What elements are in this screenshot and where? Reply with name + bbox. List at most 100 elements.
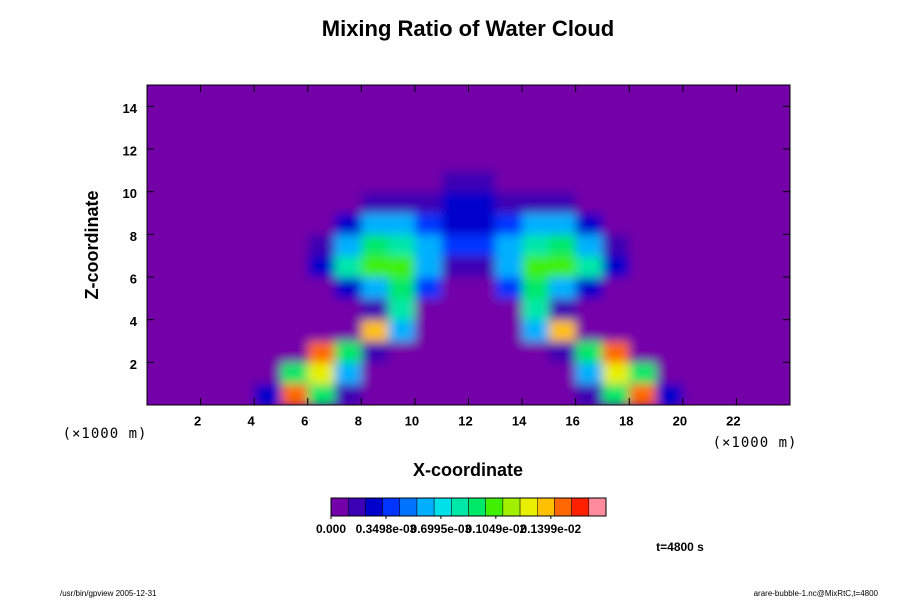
cell: [173, 127, 202, 150]
cell: [468, 213, 496, 235]
cell: [709, 383, 737, 405]
cell: [522, 149, 550, 171]
cell: [334, 127, 362, 150]
colorbar: 0.000 0.3498e-030.6995e-030.1049e-020.139…: [316, 497, 607, 536]
cell: [522, 277, 550, 299]
cell: [656, 85, 684, 107]
cell: [254, 191, 282, 214]
cell: [280, 106, 309, 129]
cell: [522, 255, 550, 278]
cell: [763, 170, 790, 193]
cell: [736, 85, 764, 107]
cell: [280, 319, 309, 342]
cell: [709, 85, 737, 107]
cell: [200, 213, 228, 235]
cell: [522, 191, 550, 214]
cell: [736, 149, 764, 171]
cell: [334, 255, 362, 278]
cell: [629, 85, 657, 107]
cells: [147, 85, 790, 405]
cell: [254, 170, 282, 193]
cell: [575, 191, 603, 214]
cell: [414, 106, 443, 129]
cell: [468, 127, 496, 150]
cell: [334, 213, 362, 235]
cell: [361, 170, 389, 193]
colorbar-tick-label: 0.000: [316, 522, 346, 536]
cell: [763, 149, 790, 171]
colorbar-swatch: [468, 497, 486, 517]
cell: [307, 383, 336, 405]
cell: [173, 85, 202, 107]
cell: [656, 362, 684, 385]
cell: [495, 383, 523, 405]
cell: [522, 234, 550, 257]
cell: [227, 127, 255, 150]
cell: [763, 362, 790, 385]
cell: [307, 85, 336, 107]
cell: [763, 298, 790, 321]
cell: [468, 341, 496, 363]
cell: [254, 319, 282, 342]
cell: [280, 149, 309, 171]
cell: [388, 255, 416, 278]
cell: [495, 255, 523, 278]
cell: [522, 213, 550, 235]
cell: [414, 298, 443, 321]
cell: [414, 234, 443, 257]
cell: [361, 234, 389, 257]
y-tick-label: 6: [130, 271, 137, 286]
cell: [468, 298, 496, 321]
cell: [361, 341, 389, 363]
cell: [575, 298, 603, 321]
cell: [709, 234, 737, 257]
cell: [173, 191, 202, 214]
cell: [602, 319, 630, 342]
cell: [414, 383, 443, 405]
cell: [361, 149, 389, 171]
cell: [441, 127, 469, 150]
cell: [280, 341, 309, 363]
cell: [200, 191, 228, 214]
cell: [736, 362, 764, 385]
cell: [575, 234, 603, 257]
cell: [656, 319, 684, 342]
cell: [227, 298, 255, 321]
cell: [307, 341, 336, 363]
cell: [200, 255, 228, 278]
cell: [548, 319, 577, 342]
cell: [736, 106, 764, 129]
cell: [548, 234, 577, 257]
cell: [468, 383, 496, 405]
cell: [682, 319, 711, 342]
cell: [763, 277, 790, 299]
cell: [254, 149, 282, 171]
cell: [414, 85, 443, 107]
cell: [227, 170, 255, 193]
colorbar-swatch: [416, 497, 435, 517]
cell: [602, 362, 630, 385]
cell: [548, 191, 577, 214]
cell: [307, 191, 336, 214]
cell: [468, 85, 496, 107]
cell: [602, 277, 630, 299]
cell: [548, 255, 577, 278]
cell: [682, 106, 711, 129]
cell: [709, 106, 737, 129]
cell: [388, 85, 416, 107]
cell: [736, 234, 764, 257]
cell: [548, 149, 577, 171]
x-tick-label: 2: [194, 413, 201, 428]
cell: [629, 341, 657, 363]
cell: [548, 85, 577, 107]
cell: [468, 191, 496, 214]
cell: [414, 127, 443, 150]
cell: [227, 191, 255, 214]
cell: [548, 106, 577, 129]
colorbar-swatch: [485, 497, 504, 517]
cell: [254, 85, 282, 107]
cell: [254, 298, 282, 321]
cell: [575, 277, 603, 299]
time-annotation: t=4800 s: [656, 540, 704, 554]
cell: [388, 277, 416, 299]
